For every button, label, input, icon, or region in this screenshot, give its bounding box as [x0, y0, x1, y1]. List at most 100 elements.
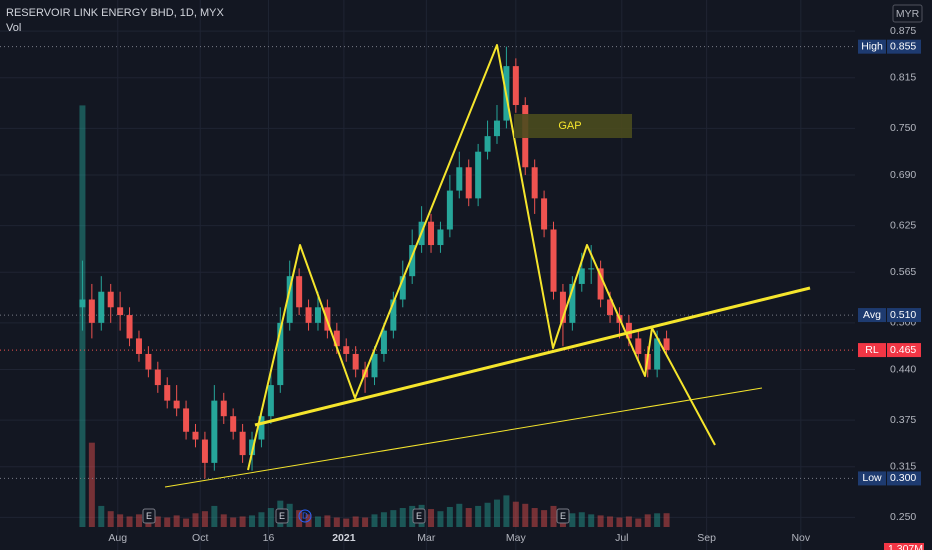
- volume-bar: [578, 512, 585, 527]
- currency-box[interactable]: [892, 4, 923, 23]
- candle-body: [286, 276, 293, 323]
- candle-body: [201, 439, 208, 463]
- y-tick-label: 0.815: [890, 72, 916, 84]
- volume-bar: [314, 516, 321, 527]
- candle-body: [117, 307, 124, 316]
- price-tag: 0.465: [890, 344, 916, 356]
- y-tick-label: 0.250: [890, 511, 916, 523]
- x-tick-label: Jul: [615, 532, 628, 544]
- price-lines: [0, 46, 855, 479]
- candle-body: [390, 299, 397, 331]
- volume-bar: [569, 513, 576, 527]
- volume-bar: [154, 516, 161, 527]
- candle-body: [399, 276, 406, 300]
- x-tick-label: May: [506, 532, 527, 544]
- price-tag-box: [887, 471, 921, 486]
- y-tick-label: 0.625: [890, 219, 916, 231]
- volume-bar: [135, 514, 142, 527]
- price-tag-name-box: [858, 471, 886, 486]
- volume-bar: [484, 502, 491, 527]
- neckline: [254, 286, 811, 427]
- price-tag: 0.300: [890, 472, 916, 484]
- candle-body: [456, 167, 463, 191]
- dividend-badge: [298, 509, 312, 523]
- candle-body: [625, 322, 632, 339]
- earnings-badge: [275, 508, 289, 524]
- volume-bar: [635, 518, 642, 527]
- candle-body: [578, 268, 585, 284]
- volume-bar: [286, 503, 293, 527]
- candle-body: [79, 299, 86, 308]
- candle-body: [258, 416, 265, 440]
- price-tag-name: High: [861, 40, 883, 52]
- axis-labels: 0.8750.8150.7500.6900.6250.5650.5000.440…: [858, 25, 924, 550]
- gap-box: [514, 114, 632, 138]
- y-tick-label: 0.375: [890, 414, 916, 426]
- candle-body: [409, 245, 416, 277]
- candle-body: [192, 431, 199, 440]
- price-tag: 0.510: [890, 309, 916, 321]
- volume-bar: [597, 515, 604, 527]
- volume-bar: [333, 517, 340, 527]
- candle-body: [343, 346, 350, 354]
- candle-body: [88, 299, 95, 323]
- y-tick-label: 0.440: [890, 363, 916, 375]
- candle-body: [249, 439, 256, 456]
- candle-body: [597, 268, 604, 300]
- volume-bar: [437, 511, 444, 527]
- candle-body: [173, 400, 180, 409]
- volume-bar: [267, 508, 274, 527]
- candle-body: [145, 353, 152, 370]
- x-tick-label: 2021: [332, 532, 356, 544]
- candle-body: [569, 283, 576, 323]
- volume-bar: [663, 513, 670, 527]
- price-tag-name: Avg: [863, 309, 881, 321]
- pattern-zigzag: [247, 44, 716, 471]
- event-label: D: [302, 512, 308, 521]
- x-tick-label: Aug: [108, 532, 127, 544]
- candle-body: [314, 307, 321, 323]
- candle-body: [371, 353, 378, 378]
- volume-bar: [541, 510, 548, 527]
- price-tag-name: RL: [865, 344, 879, 356]
- candle-body: [183, 408, 190, 432]
- price-tag-name: Low: [862, 472, 882, 484]
- x-tick-label: Mar: [417, 532, 436, 544]
- volume-tag-box: [884, 543, 924, 550]
- price-axis: [856, 0, 932, 550]
- volume-bar: [183, 518, 190, 527]
- currency[interactable]: MYR: [896, 8, 920, 20]
- candle-body: [446, 190, 453, 230]
- volume-bar: [503, 495, 510, 527]
- candle-body: [333, 330, 340, 347]
- volume-bar: [390, 510, 397, 527]
- volume-bar: [625, 516, 632, 527]
- drawings: [164, 44, 811, 488]
- candle-body: [493, 120, 500, 137]
- volume-tag: 1.307M: [888, 543, 923, 550]
- candle-body: [559, 291, 566, 323]
- volume-bar: [512, 501, 519, 527]
- volume-bar: [607, 516, 614, 527]
- volume-bar: [201, 511, 208, 527]
- price-tag: 0.855: [890, 40, 916, 52]
- volume-bar: [531, 508, 538, 527]
- volume-bar: [616, 517, 623, 527]
- price-tag-box: [887, 39, 921, 54]
- candle-body: [475, 151, 482, 199]
- volume-bar: [258, 512, 265, 527]
- candle-body: [126, 315, 133, 339]
- event-label: E: [416, 511, 422, 521]
- y-tick-label: 0.690: [890, 169, 916, 181]
- volume-bar: [654, 513, 661, 527]
- volume-bar: [88, 442, 95, 527]
- price-tag-name-box: [858, 343, 886, 358]
- candle-body: [230, 416, 237, 432]
- x-tick-label: Oct: [192, 532, 208, 544]
- volume-bar: [380, 512, 387, 527]
- candle-body: [550, 229, 557, 292]
- candle-body: [277, 322, 284, 386]
- y-tick-label: 0.315: [890, 461, 916, 473]
- volume-bar: [239, 516, 246, 527]
